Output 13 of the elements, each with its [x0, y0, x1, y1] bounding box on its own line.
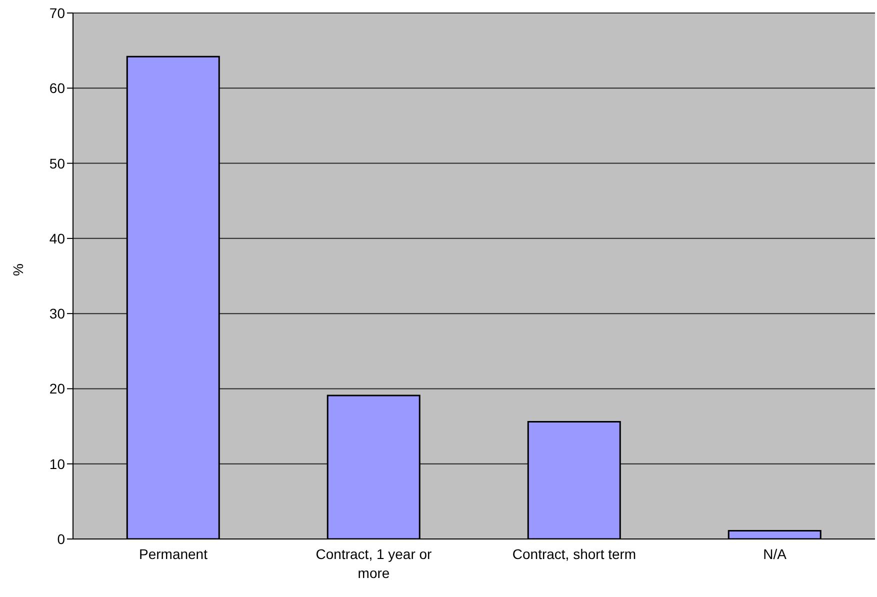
y-tick-label: 10 [49, 456, 66, 472]
y-tick-label: 70 [49, 4, 66, 21]
y-tick-label: 0 [57, 530, 66, 547]
y-axis-title: % [10, 264, 26, 276]
y-tick-label: 50 [49, 155, 66, 172]
x-tick-label: Contract, short term [512, 546, 636, 562]
x-tick-label: Permanent [139, 546, 208, 562]
y-tick-label: 40 [49, 230, 66, 246]
y-tick-label: 60 [49, 80, 66, 96]
x-tick-label: Contract, 1 year or more [316, 546, 432, 581]
y-tick-label: 20 [49, 380, 66, 397]
y-tick-label: 30 [49, 306, 66, 322]
x-tick-label: N/A [763, 546, 788, 562]
